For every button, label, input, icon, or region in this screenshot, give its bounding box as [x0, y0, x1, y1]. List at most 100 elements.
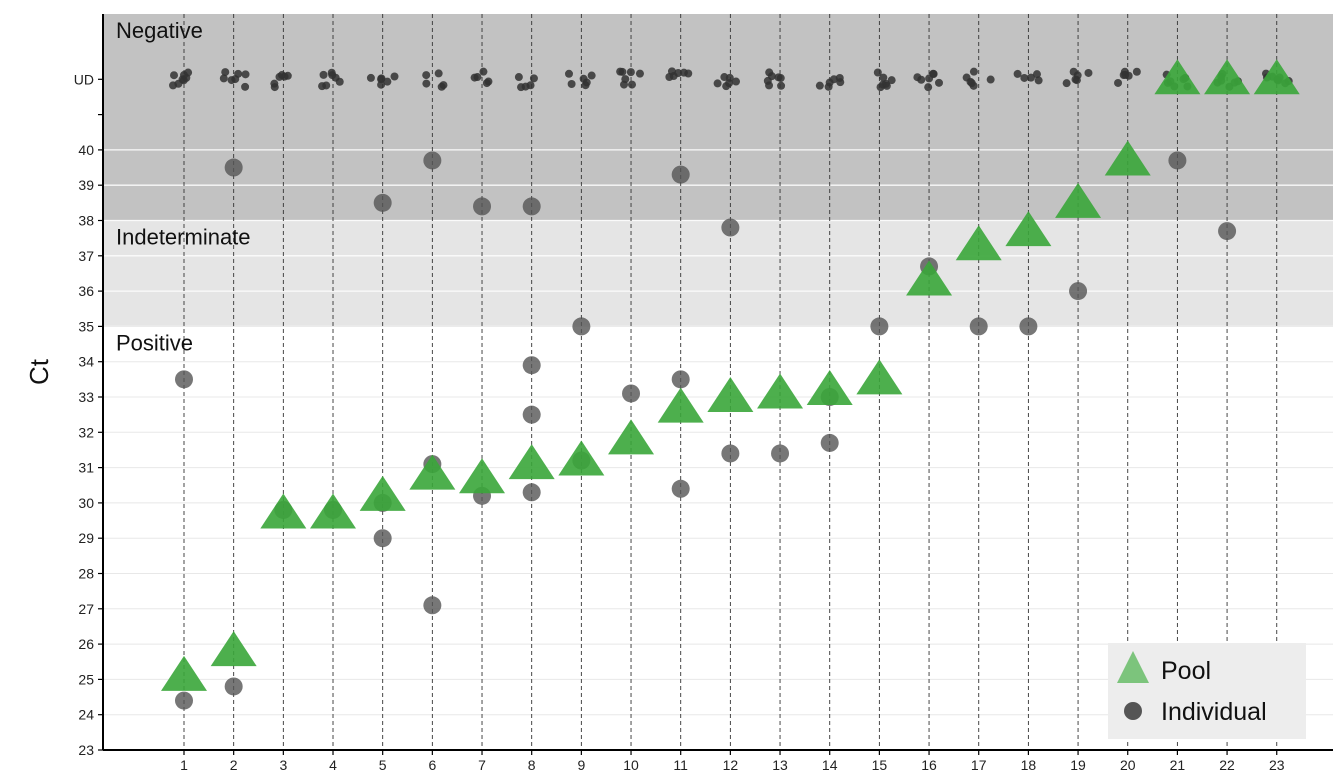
individual-point: [224, 158, 243, 177]
x-tick-label: 21: [1170, 757, 1186, 773]
individual-point: [373, 529, 392, 548]
individual-ud-point: [674, 69, 683, 78]
x-tick-label: 23: [1269, 757, 1285, 773]
individual-point: [622, 384, 641, 403]
individual-ud-point: [1062, 79, 1071, 88]
legend-pool-label: Pool: [1161, 657, 1211, 685]
individual-point: [522, 197, 541, 216]
individual-ud-point: [713, 79, 722, 88]
individual-ud-point: [825, 78, 834, 87]
individual-ud-point: [776, 74, 785, 83]
individual-point: [771, 444, 790, 463]
individual-ud-point: [366, 73, 375, 82]
individual-point: [473, 197, 492, 216]
pool-point: [1253, 59, 1300, 95]
individual-point: [820, 433, 839, 452]
pool-point: [608, 419, 655, 455]
x-tick-label: 14: [822, 757, 838, 773]
y-tick-label: 25: [78, 671, 94, 687]
pool-point: [707, 377, 754, 412]
individual-ud-point: [815, 81, 824, 90]
pool-point: [558, 440, 605, 476]
individual-ud-point: [319, 70, 328, 79]
individual-ud-point: [1084, 68, 1093, 77]
x-tick-label: 10: [623, 757, 639, 773]
individual-ud-point: [422, 71, 431, 80]
individual-point: [1019, 317, 1038, 336]
y-tick-label: 30: [78, 495, 94, 511]
individual-ud-point: [529, 74, 538, 83]
individual-ud-point: [390, 72, 399, 81]
individual-point: [224, 677, 243, 696]
individual-ud-point: [581, 81, 590, 90]
individual-ud-point: [434, 69, 443, 78]
y-tick-label: 37: [78, 248, 94, 264]
pool-point: [955, 225, 1002, 261]
x-tick-label: 3: [279, 757, 287, 773]
individual-ud-point: [241, 70, 250, 79]
region-band: [103, 220, 1333, 327]
individual-point: [423, 151, 442, 170]
y-tick-label: 35: [78, 318, 94, 334]
individual-ud-point: [720, 73, 729, 82]
y-tick-label: 39: [78, 177, 94, 193]
y-tick-label: 40: [78, 142, 94, 158]
individual-point: [721, 218, 740, 237]
individual-ud-point: [873, 68, 882, 77]
individual-ud-point: [635, 69, 644, 78]
region-bands: [103, 14, 1333, 750]
y-tick-label: 26: [78, 636, 94, 652]
individual-point: [175, 691, 193, 710]
individual-ud-point: [377, 74, 386, 83]
individual-ud-point: [934, 78, 943, 87]
region-label: Negative: [116, 18, 203, 43]
pool-point: [1104, 140, 1151, 176]
x-tick-label: 11: [673, 757, 688, 773]
individual-ud-point: [479, 67, 488, 76]
x-tick-label: 12: [723, 757, 739, 773]
individual-ud-point: [587, 71, 596, 80]
individual-ud-point: [1032, 70, 1041, 79]
individual-point: [671, 479, 690, 498]
pool-point: [161, 655, 207, 691]
individual-ud-point: [763, 76, 772, 85]
individual-ud-point: [969, 67, 978, 76]
pool-points: [161, 59, 1300, 691]
individual-ud-point: [275, 72, 284, 81]
legend-individual-label: Individual: [1161, 698, 1267, 726]
region-label: Indeterminate: [116, 225, 251, 250]
individual-ud-point: [422, 79, 431, 88]
region-label: Positive: [116, 330, 193, 355]
individual-ud-point: [335, 77, 344, 86]
y-tick-label: 27: [78, 601, 94, 617]
x-tick-label: 13: [772, 757, 788, 773]
individual-ud-point: [879, 73, 888, 82]
pool-point: [657, 387, 704, 423]
individual-point: [721, 444, 740, 463]
individual-ud-point: [986, 75, 995, 84]
individual-ud-point: [377, 80, 386, 89]
individual-ud-point: [616, 67, 625, 76]
pool-point: [906, 260, 953, 296]
individual-ud-point: [917, 75, 926, 84]
y-tick-label: 34: [78, 354, 94, 370]
pool-point: [1204, 59, 1251, 95]
individual-point: [522, 483, 541, 502]
legend: Pool Individual: [1108, 643, 1306, 739]
legend-pool-swatch: [1117, 651, 1149, 683]
individual-ud-point: [383, 77, 392, 86]
y-tick-label: 38: [78, 213, 94, 229]
individual-point: [175, 370, 193, 389]
individual-points: [169, 67, 1293, 710]
pool-point: [1055, 182, 1102, 218]
x-tick-label: 9: [577, 757, 585, 773]
pool-point: [210, 631, 257, 667]
x-tick-label: 18: [1021, 757, 1037, 773]
individual-ud-point: [170, 71, 179, 80]
x-tick-label: 15: [872, 757, 888, 773]
individual-ud-point: [969, 81, 978, 90]
x-tick-label: 17: [971, 757, 987, 773]
pool-point: [856, 359, 903, 395]
